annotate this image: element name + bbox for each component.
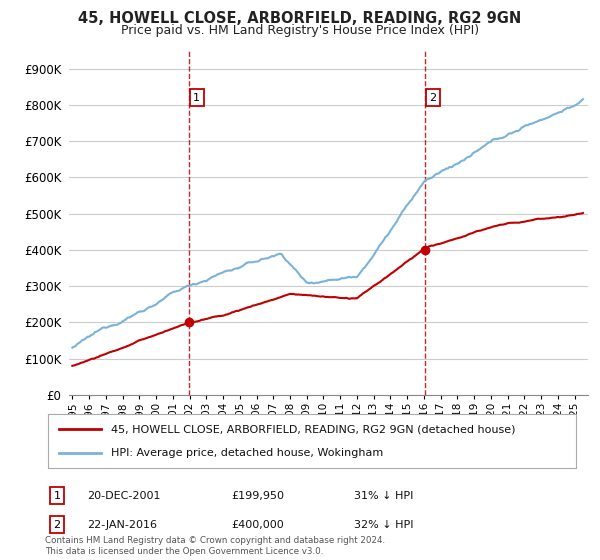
Text: 2: 2 (53, 520, 61, 530)
Text: 2: 2 (429, 92, 436, 102)
Text: 31% ↓ HPI: 31% ↓ HPI (354, 491, 413, 501)
Text: 20-DEC-2001: 20-DEC-2001 (87, 491, 161, 501)
Text: Price paid vs. HM Land Registry's House Price Index (HPI): Price paid vs. HM Land Registry's House … (121, 24, 479, 36)
Text: 32% ↓ HPI: 32% ↓ HPI (354, 520, 413, 530)
Text: 1: 1 (53, 491, 61, 501)
Text: 1: 1 (193, 92, 200, 102)
Text: 45, HOWELL CLOSE, ARBORFIELD, READING, RG2 9GN: 45, HOWELL CLOSE, ARBORFIELD, READING, R… (79, 11, 521, 26)
Text: £400,000: £400,000 (231, 520, 284, 530)
Text: Contains HM Land Registry data © Crown copyright and database right 2024.
This d: Contains HM Land Registry data © Crown c… (45, 536, 385, 556)
Text: 22-JAN-2016: 22-JAN-2016 (87, 520, 157, 530)
Text: HPI: Average price, detached house, Wokingham: HPI: Average price, detached house, Woki… (112, 447, 383, 458)
Text: £199,950: £199,950 (231, 491, 284, 501)
Text: 45, HOWELL CLOSE, ARBORFIELD, READING, RG2 9GN (detached house): 45, HOWELL CLOSE, ARBORFIELD, READING, R… (112, 424, 516, 435)
